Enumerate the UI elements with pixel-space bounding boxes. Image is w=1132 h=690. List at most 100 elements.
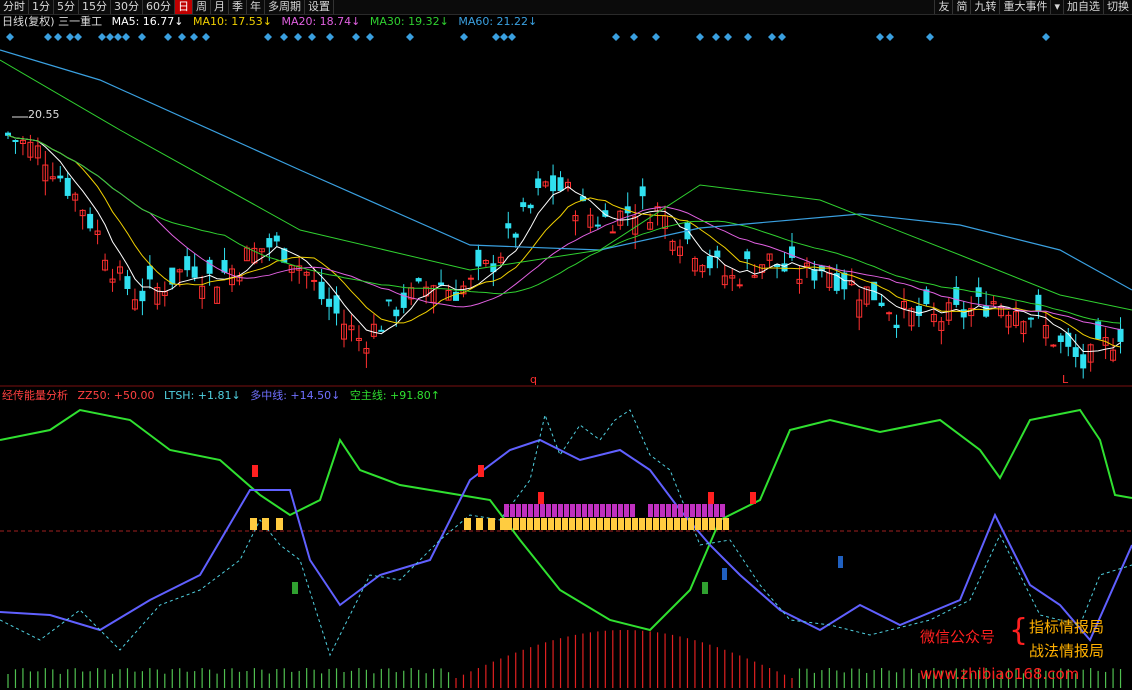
candle-body bbox=[438, 282, 445, 286]
signal-diamond bbox=[114, 33, 122, 41]
signal-purple-block bbox=[696, 504, 701, 517]
candle-body bbox=[542, 181, 549, 187]
signal-purple-block bbox=[708, 504, 713, 517]
candle-body bbox=[863, 286, 870, 305]
candle-body bbox=[42, 164, 49, 182]
candle-body bbox=[1005, 314, 1012, 328]
candle-body bbox=[124, 276, 131, 289]
signal-purple-block bbox=[624, 504, 629, 517]
signal-purple-block bbox=[582, 504, 587, 517]
candle-body bbox=[87, 213, 94, 229]
candle-body bbox=[923, 289, 930, 305]
ma30-trend-line bbox=[0, 59, 1132, 311]
signal-yellow-block bbox=[618, 518, 624, 530]
candle-body bbox=[520, 202, 527, 208]
period-tab-10[interactable]: 年 bbox=[247, 0, 265, 14]
ma30-line bbox=[7, 134, 1121, 324]
signal-diamond bbox=[1042, 33, 1050, 41]
period-tab-12[interactable]: 设置 bbox=[305, 0, 334, 14]
candle-body bbox=[1080, 354, 1087, 369]
signal-purple-block bbox=[504, 504, 509, 517]
candle-body bbox=[602, 210, 609, 217]
toolbar-button-4[interactable]: ▾ bbox=[1050, 0, 1063, 14]
signal-yellow-block bbox=[513, 518, 519, 530]
candle-body bbox=[908, 308, 915, 327]
signal-purple-block bbox=[630, 504, 635, 517]
signal-yellow-block bbox=[555, 518, 561, 530]
period-tab-7[interactable]: 周 bbox=[193, 0, 211, 14]
signal-yellow-block bbox=[604, 518, 610, 530]
toolbar-button-5[interactable]: 加自选 bbox=[1063, 0, 1103, 14]
candle-body bbox=[833, 273, 840, 291]
candle-body bbox=[303, 271, 310, 276]
candle-body bbox=[154, 287, 161, 305]
period-tab-2[interactable]: 5分 bbox=[54, 0, 79, 14]
signal-diamond bbox=[876, 33, 884, 41]
candle-body bbox=[311, 279, 318, 282]
candle-body bbox=[273, 235, 280, 242]
candle-body bbox=[856, 299, 863, 318]
watermark-line1: 指标情报局 bbox=[1029, 618, 1105, 636]
signal-diamond bbox=[202, 33, 210, 41]
candle-body bbox=[781, 263, 788, 272]
period-tab-0[interactable]: 分时 bbox=[0, 0, 29, 14]
signal-yellow-block bbox=[583, 518, 589, 530]
candle-body bbox=[535, 178, 542, 188]
signal-purple-block bbox=[666, 504, 671, 517]
candle-body bbox=[206, 259, 213, 274]
candle-body bbox=[647, 222, 654, 230]
signal-red-block bbox=[538, 492, 544, 504]
period-tab-3[interactable]: 15分 bbox=[79, 0, 111, 14]
candle-body bbox=[960, 309, 967, 318]
period-tab-6[interactable]: 日 bbox=[175, 0, 193, 14]
candle-body bbox=[64, 177, 71, 196]
signal-yellow-block bbox=[723, 518, 729, 530]
signal-diamond bbox=[460, 33, 468, 41]
candle-body bbox=[803, 262, 810, 267]
candle-body bbox=[998, 306, 1005, 317]
period-tab-4[interactable]: 30分 bbox=[111, 0, 143, 14]
candle-body bbox=[1035, 294, 1042, 312]
period-tab-9[interactable]: 季 bbox=[229, 0, 247, 14]
candle-body bbox=[102, 259, 109, 271]
candle-body bbox=[1057, 335, 1064, 342]
candle-body bbox=[886, 312, 893, 315]
candle-body bbox=[258, 248, 265, 253]
period-tab-11[interactable]: 多周期 bbox=[265, 0, 305, 14]
period-tab-5[interactable]: 60分 bbox=[143, 0, 175, 14]
signal-yellow-block bbox=[506, 518, 512, 530]
period-tab-1[interactable]: 1分 bbox=[29, 0, 54, 14]
ma-legend: 日线(复权) 三一重工 MA5: 16.77↓ MA10: 17.53↓ MA2… bbox=[2, 15, 543, 29]
signal-red-block bbox=[750, 492, 756, 504]
ma10-value: MA10: 17.53↓ bbox=[193, 15, 272, 28]
candle-body bbox=[878, 302, 885, 306]
candle-body bbox=[594, 224, 601, 227]
candle-body bbox=[1110, 349, 1117, 361]
candle-body bbox=[348, 325, 355, 331]
signal-purple-block bbox=[540, 504, 545, 517]
period-tab-8[interactable]: 月 bbox=[211, 0, 229, 14]
marker-l: L bbox=[1062, 373, 1069, 386]
toolbar-button-3[interactable]: 重大事件 bbox=[999, 0, 1050, 14]
signal-diamond bbox=[74, 33, 82, 41]
toolbar-button-2[interactable]: 九转 bbox=[970, 0, 999, 14]
candle-body bbox=[72, 193, 79, 201]
watermark-line2: 战法情报局 bbox=[1029, 642, 1105, 660]
candle-body bbox=[565, 181, 571, 189]
signal-diamond bbox=[500, 33, 508, 41]
candle-body bbox=[482, 259, 489, 265]
signal-diamond bbox=[652, 33, 660, 41]
toolbar-button-0[interactable]: 友 bbox=[934, 0, 952, 14]
period-toolbar: 分时 1分 5分 15分 30分 60分日周月季年多周期 设置 友简九转 重大事件 ▾ 加自选 切换 bbox=[0, 0, 1132, 15]
signal-diamond bbox=[366, 33, 374, 41]
candle-body bbox=[378, 329, 385, 332]
candle-body bbox=[796, 278, 803, 284]
candle-body bbox=[146, 265, 153, 280]
candle-body bbox=[990, 301, 997, 305]
toolbar-button-1[interactable]: 简 bbox=[952, 0, 970, 14]
candle-body bbox=[184, 256, 191, 271]
toolbar-right-buttons: 友简九转 重大事件 ▾ 加自选 切换 bbox=[934, 0, 1132, 14]
watermark-wechat: 微信公众号 bbox=[920, 628, 996, 646]
toolbar-button-6[interactable]: 切换 bbox=[1103, 0, 1132, 14]
